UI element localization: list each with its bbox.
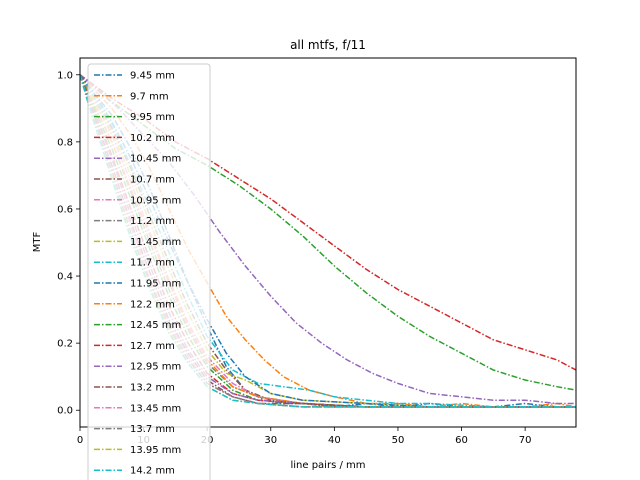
plot-frame [79,57,577,428]
y-tick-label: 0.6 [57,204,73,215]
legend-entry-16: 13.45 mm [130,403,181,414]
x-tick-label: 30 [264,435,277,446]
y-tick-label: 0.8 [57,137,73,148]
legend-entry-15: 13.2 mm [130,383,175,394]
legend-entry-7: 11.2 mm [130,216,175,227]
x-axis-label: line pairs / mm [290,460,365,471]
y-tick-label: 1.0 [57,70,73,81]
y-axis-label: MTF [32,232,43,253]
legend: 9.45 mm 9.7 mm 9.95 mm 10.2 mm 10.45 mm 10.7 … [87,63,211,480]
legend-entry-2: 9.95 mm [130,112,175,123]
legend-entry-4: 10.45 mm [130,154,181,165]
legend-entry-18: 13.95 mm [130,445,181,456]
legend-entry-1: 9.7 mm [130,91,169,102]
legend-entry-14: 12.95 mm [130,362,181,373]
y-axis: 0.0 0.2 0.4 0.6 0.8 1.0 [57,70,80,417]
y-tick-label: 0.0 [57,406,73,417]
x-tick-label: 60 [455,435,468,446]
legend-entry-6: 10.95 mm [130,195,181,206]
legend-entry-13: 12.7 mm [130,341,175,352]
legend-entry-12: 12.45 mm [130,320,181,331]
legend-box [87,63,211,480]
y-tick-label: 0.4 [57,272,73,283]
legend-entry-19: 14.2 mm [130,466,175,477]
legend-entry-10: 11.95 mm [130,279,181,290]
legend-entry-11: 12.2 mm [130,299,175,310]
legend-entry-0: 9.45 mm [130,71,175,82]
series-line-1 [80,74,576,408]
legend-entry-17: 13.7 mm [130,424,175,435]
x-tick-label: 70 [519,435,532,446]
y-tick-label: 0.2 [57,339,73,350]
legend-entry-8: 11.45 mm [130,237,181,248]
x-tick-label: 0 [77,435,83,446]
x-tick-label: 50 [392,435,405,446]
chart-title: all mtfs, f/11 [290,38,366,52]
x-tick-label: 40 [328,435,341,446]
legend-entry-3: 10.2 mm [130,133,175,144]
legend-entry-9: 11.7 mm [130,258,175,269]
legend-entry-5: 10.7 mm [130,175,175,186]
